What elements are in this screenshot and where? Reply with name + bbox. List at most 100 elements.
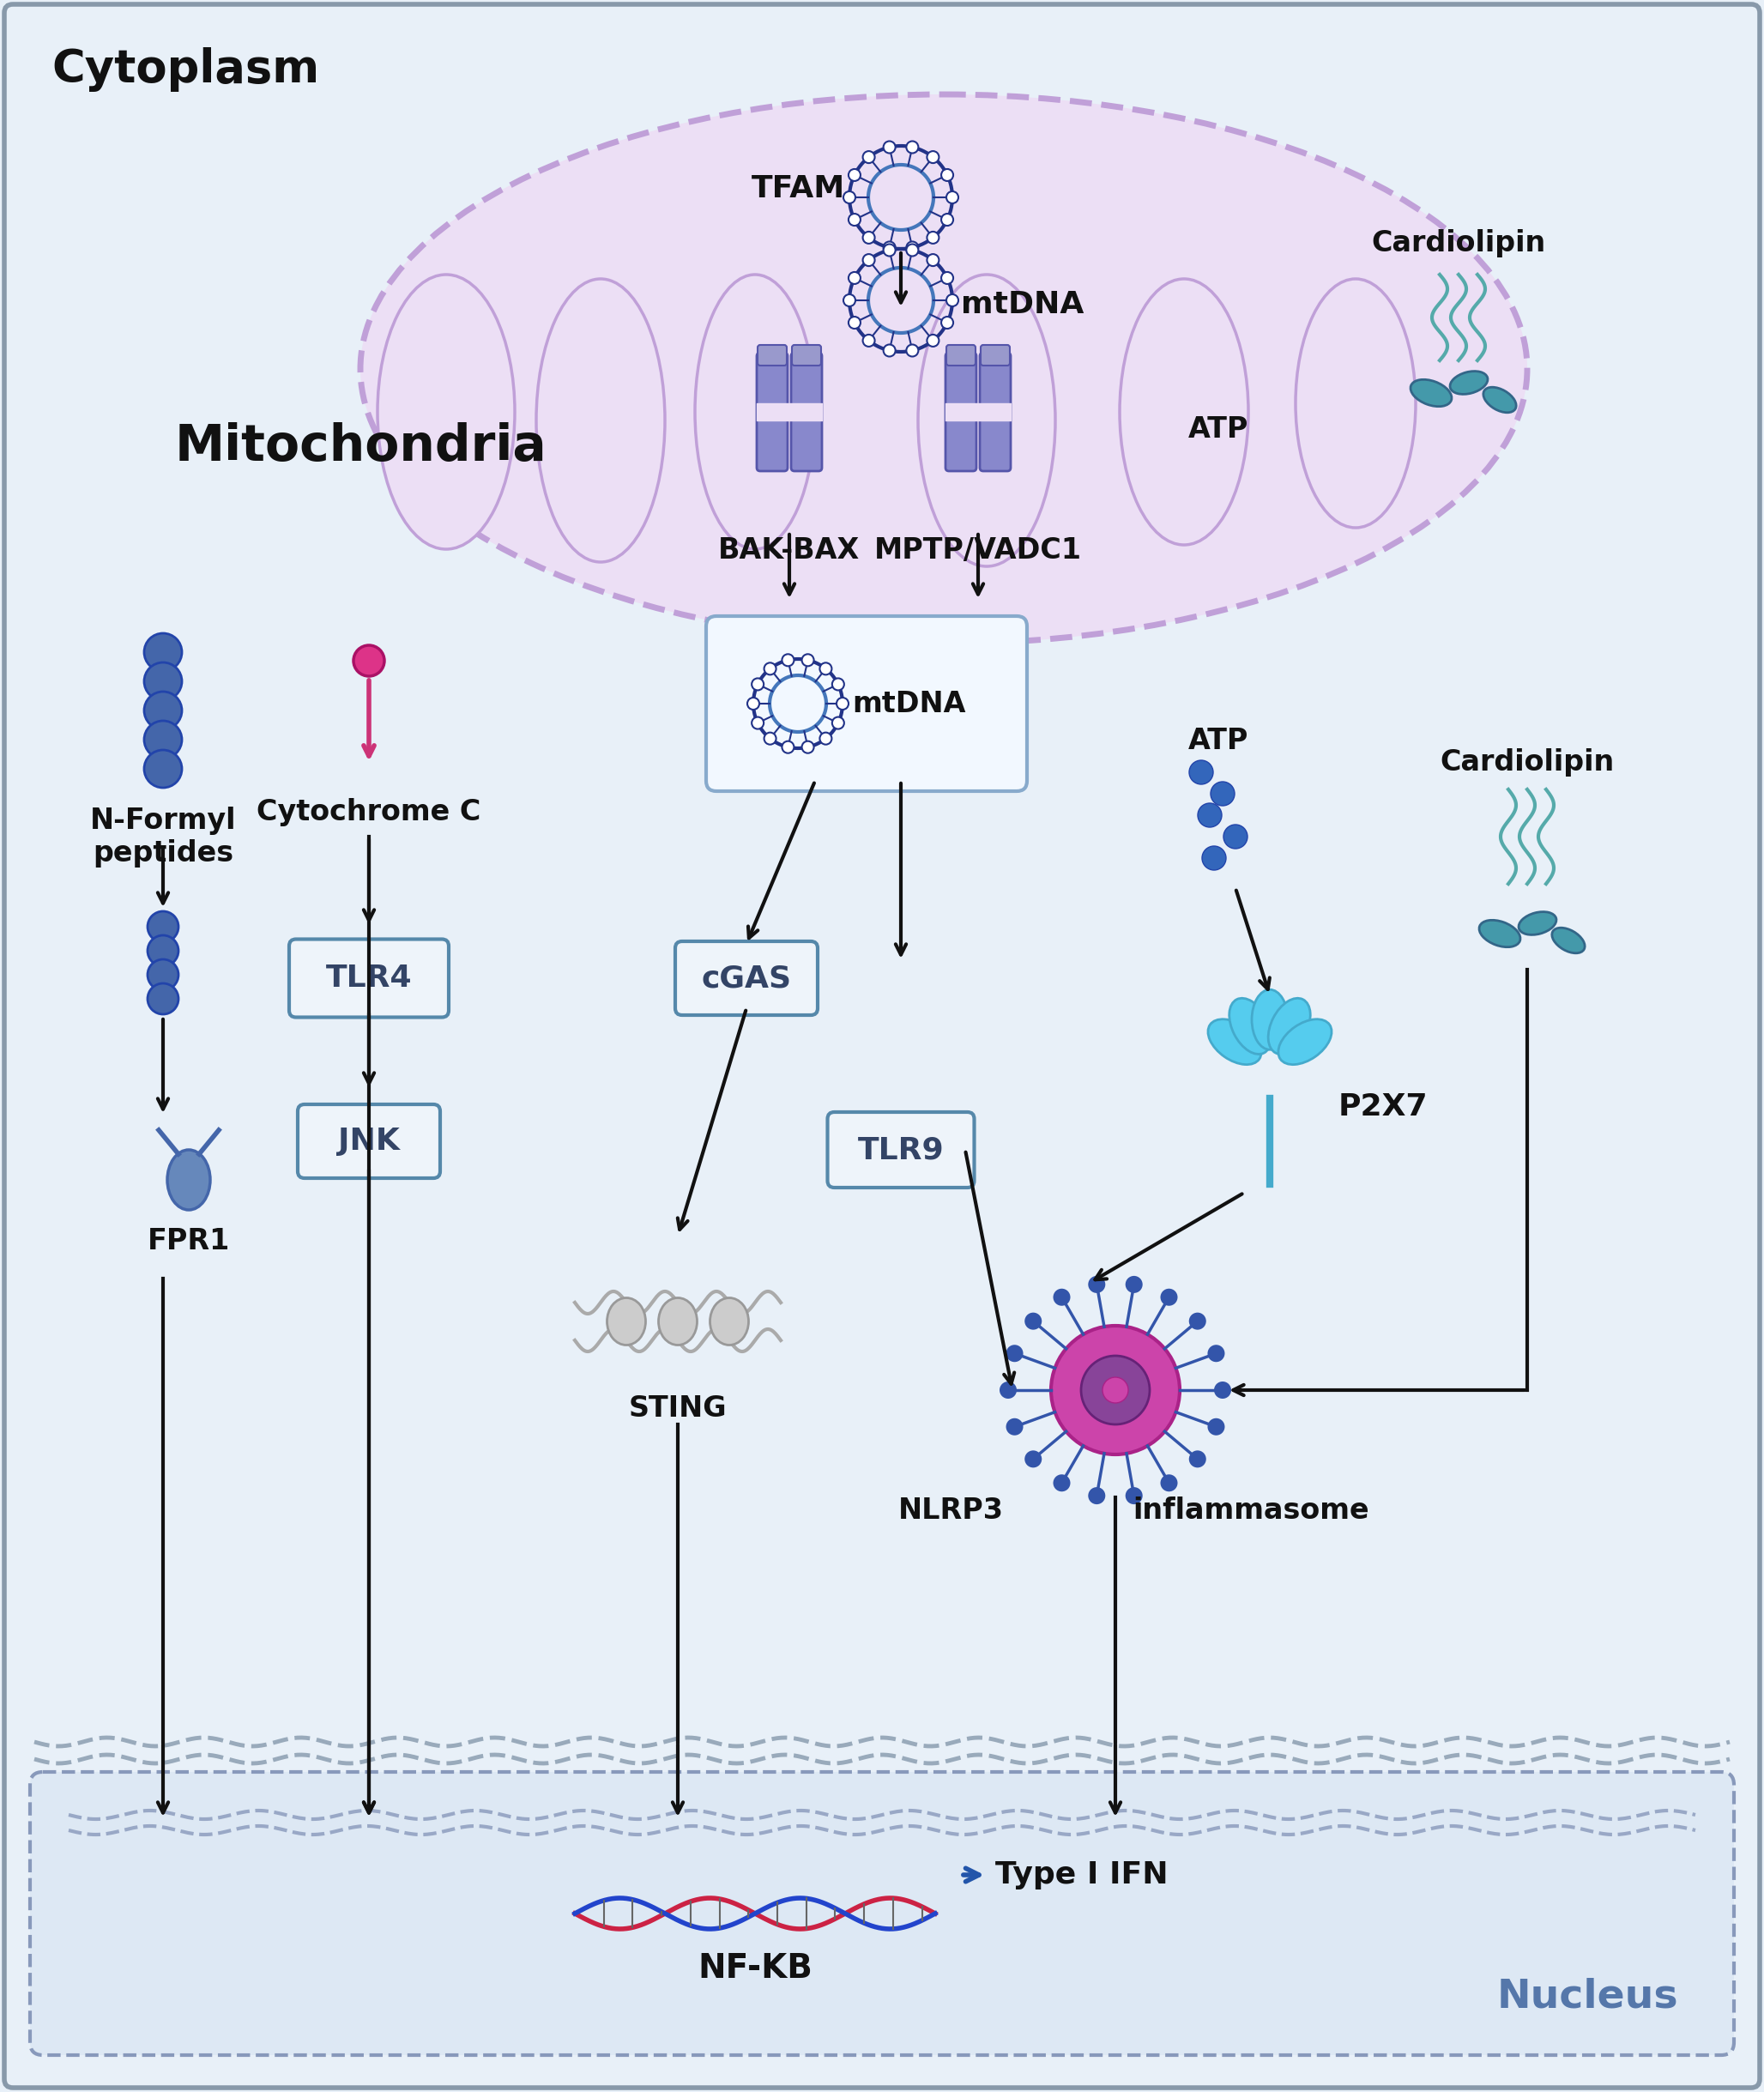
Circle shape <box>942 213 953 226</box>
Circle shape <box>1189 1312 1207 1331</box>
Ellipse shape <box>1268 998 1311 1054</box>
Ellipse shape <box>658 1297 697 1345</box>
Circle shape <box>1161 1475 1178 1492</box>
Circle shape <box>1161 1289 1178 1305</box>
Circle shape <box>926 335 938 347</box>
Circle shape <box>1201 845 1226 870</box>
Ellipse shape <box>1230 998 1272 1054</box>
Ellipse shape <box>1484 387 1517 412</box>
Ellipse shape <box>1411 379 1452 406</box>
Circle shape <box>1125 1276 1143 1293</box>
Circle shape <box>884 245 896 255</box>
Text: ATP: ATP <box>1189 726 1249 755</box>
Circle shape <box>781 655 794 665</box>
Text: JNK: JNK <box>339 1128 400 1157</box>
Circle shape <box>1088 1487 1106 1504</box>
Circle shape <box>942 169 953 182</box>
Circle shape <box>751 678 764 690</box>
FancyBboxPatch shape <box>827 1113 974 1188</box>
FancyBboxPatch shape <box>981 345 1009 366</box>
FancyBboxPatch shape <box>757 345 787 366</box>
Circle shape <box>748 697 759 709</box>
Ellipse shape <box>1480 920 1521 948</box>
Text: Nucleus: Nucleus <box>1496 1977 1678 2017</box>
FancyBboxPatch shape <box>757 354 787 471</box>
Circle shape <box>148 983 178 1015</box>
Circle shape <box>764 663 776 676</box>
Circle shape <box>926 232 938 243</box>
Text: TLR4: TLR4 <box>326 964 413 994</box>
Circle shape <box>1189 1450 1207 1469</box>
Circle shape <box>907 245 919 255</box>
Circle shape <box>148 935 178 967</box>
Text: MPTP/VADC1: MPTP/VADC1 <box>875 536 1081 565</box>
Circle shape <box>884 241 896 253</box>
Circle shape <box>926 253 938 266</box>
Circle shape <box>843 295 856 305</box>
Text: ATP: ATP <box>1189 414 1249 444</box>
Text: Cardiolipin: Cardiolipin <box>1371 230 1545 257</box>
Circle shape <box>764 732 776 745</box>
Circle shape <box>1189 759 1214 784</box>
Circle shape <box>1053 1475 1071 1492</box>
Circle shape <box>946 190 958 203</box>
Text: cGAS: cGAS <box>702 964 792 994</box>
Circle shape <box>1051 1326 1180 1454</box>
Text: mtDNA: mtDNA <box>852 690 967 718</box>
Circle shape <box>781 741 794 753</box>
Ellipse shape <box>168 1151 210 1209</box>
Circle shape <box>843 190 856 203</box>
Text: P2X7: P2X7 <box>1339 1092 1429 1121</box>
Circle shape <box>148 960 178 990</box>
Circle shape <box>145 634 182 672</box>
Text: N-Formyl
peptides: N-Formyl peptides <box>90 808 236 868</box>
Text: inflammasome: inflammasome <box>1132 1496 1369 1525</box>
Circle shape <box>751 718 764 728</box>
Circle shape <box>863 253 875 266</box>
Circle shape <box>833 678 845 690</box>
Text: Cytoplasm: Cytoplasm <box>51 48 319 92</box>
Circle shape <box>907 140 919 153</box>
Circle shape <box>1025 1450 1043 1469</box>
Ellipse shape <box>1279 1019 1332 1065</box>
Ellipse shape <box>360 94 1528 644</box>
Ellipse shape <box>1208 1019 1261 1065</box>
FancyBboxPatch shape <box>790 354 822 471</box>
Circle shape <box>833 718 845 728</box>
Circle shape <box>145 749 182 789</box>
Ellipse shape <box>917 274 1055 567</box>
Ellipse shape <box>1552 927 1584 954</box>
Ellipse shape <box>709 1297 748 1345</box>
Text: Cytochrome C: Cytochrome C <box>258 797 482 826</box>
Circle shape <box>942 316 953 328</box>
Circle shape <box>1198 803 1222 826</box>
Circle shape <box>1224 824 1247 849</box>
Ellipse shape <box>695 274 815 550</box>
Ellipse shape <box>607 1297 646 1345</box>
Circle shape <box>848 316 861 328</box>
Circle shape <box>1208 1345 1224 1362</box>
Circle shape <box>884 345 896 356</box>
Circle shape <box>863 335 875 347</box>
Circle shape <box>145 692 182 730</box>
Ellipse shape <box>1450 370 1487 393</box>
Circle shape <box>926 151 938 163</box>
Circle shape <box>820 663 833 676</box>
Circle shape <box>1125 1487 1143 1504</box>
Ellipse shape <box>536 278 665 563</box>
FancyBboxPatch shape <box>946 354 977 471</box>
Circle shape <box>803 655 813 665</box>
Text: Mitochondria: Mitochondria <box>175 423 547 471</box>
Circle shape <box>836 697 848 709</box>
FancyBboxPatch shape <box>946 345 975 366</box>
Circle shape <box>1053 1289 1071 1305</box>
Circle shape <box>820 732 833 745</box>
Circle shape <box>1081 1356 1150 1425</box>
Circle shape <box>1210 782 1235 805</box>
FancyBboxPatch shape <box>4 4 1760 2088</box>
Text: NF-KB: NF-KB <box>697 1952 813 1985</box>
Circle shape <box>942 272 953 285</box>
Text: TLR9: TLR9 <box>857 1136 944 1165</box>
Circle shape <box>1208 1418 1224 1435</box>
Circle shape <box>848 169 861 182</box>
